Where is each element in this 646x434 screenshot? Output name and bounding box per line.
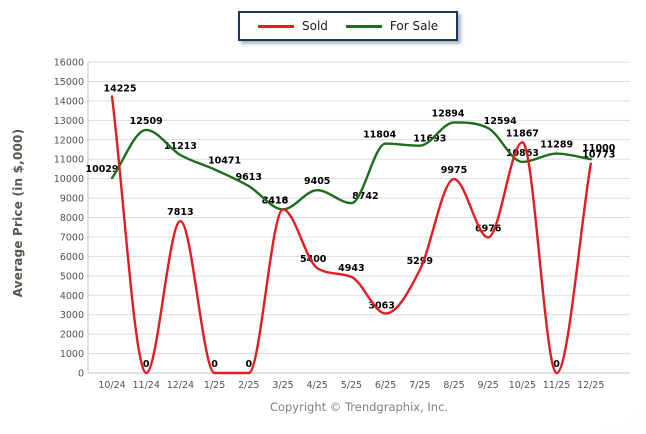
x-tick-label: 11/24 [133, 380, 160, 391]
x-tick-label: 6/25 [375, 380, 396, 391]
x-tick-label: 12/24 [167, 380, 194, 391]
legend-label-sold: Sold [302, 19, 328, 33]
y-tick-label: 0 [78, 369, 84, 380]
point-label: 3063 [368, 300, 394, 311]
y-tick-label: 1000 [60, 349, 84, 360]
for-sale-line-swatch [345, 24, 382, 28]
y-tick-label: 5000 [60, 271, 84, 282]
x-tick-label: 1/25 [204, 380, 225, 391]
legend-item-sold: Sold [258, 20, 328, 32]
point-label: 0 [143, 359, 150, 370]
x-tick-label: 2/25 [238, 380, 259, 391]
y-tick-label: 2000 [60, 330, 84, 341]
y-tick-label: 13000 [54, 116, 84, 127]
y-tick-label: 14000 [54, 96, 84, 107]
point-label: 14225 [103, 84, 136, 95]
x-tick-label: 10/25 [509, 380, 536, 391]
legend-item-for-sale: For Sale [345, 19, 439, 33]
point-label: 8742 [352, 191, 378, 202]
point-label: 11289 [540, 140, 573, 151]
copyright-text: Copyright © Trendgraphix, Inc. [269, 400, 449, 414]
chart-legend: Sold For Sale [238, 11, 459, 41]
point-label: 10773 [582, 150, 615, 161]
point-label: 5299 [407, 256, 433, 267]
x-tick-label: 5/25 [341, 380, 362, 391]
point-label: 11000 [582, 143, 615, 154]
y-tick-label: 12000 [54, 135, 84, 146]
point-label: 4943 [338, 263, 364, 274]
point-label: 10471 [208, 155, 241, 166]
y-tick-label: 3000 [60, 310, 84, 321]
y-tick-label: 6000 [60, 252, 84, 263]
x-tick-label: 7/25 [409, 380, 430, 391]
point-label: 12894 [431, 108, 464, 119]
point-label: 9613 [236, 172, 262, 183]
point-label: 0 [553, 359, 560, 370]
point-label: 6976 [475, 223, 502, 234]
point-label: 11867 [506, 128, 539, 139]
point-label: 11213 [164, 141, 197, 152]
y-tick-label: 4000 [60, 291, 84, 302]
point-label: 7813 [167, 207, 193, 218]
y-tick-label: 16000 [54, 58, 84, 69]
series-line-for-sale [110, 121, 592, 211]
point-label: 5400 [300, 254, 327, 265]
y-tick-label: 11000 [54, 155, 84, 166]
legend-label-for-sale: For Sale [389, 19, 439, 33]
y-tick-label: 7000 [60, 232, 84, 243]
series-line-sold [110, 95, 592, 375]
x-tick-label: 9/25 [478, 380, 499, 391]
x-tick-label: 4/25 [307, 380, 328, 391]
x-tick-label: 3/25 [272, 380, 293, 391]
sold-line-swatch [258, 24, 294, 28]
point-label: 8418 [262, 195, 289, 206]
point-label: 11804 [363, 130, 396, 141]
point-label: 10029 [85, 164, 118, 175]
point-label: 10863 [506, 148, 539, 159]
y-tick-label: 15000 [54, 77, 84, 88]
y-tick-label: 10000 [54, 174, 84, 185]
y-tick-label: 9000 [60, 194, 84, 205]
point-label: 9975 [441, 165, 467, 176]
x-tick-label: 12/25 [577, 380, 604, 391]
point-label: 0 [245, 359, 252, 370]
x-tick-label: 10/24 [98, 380, 125, 391]
point-label: 12509 [130, 116, 163, 127]
y-tick-label: 8000 [60, 213, 84, 224]
point-label: 12594 [484, 116, 517, 127]
point-label: 8416 [262, 195, 289, 206]
x-tick-label: 11/25 [543, 380, 570, 391]
x-tick-label: 8/25 [443, 380, 464, 391]
point-label: 0 [211, 359, 218, 370]
point-label: 9405 [304, 176, 330, 187]
